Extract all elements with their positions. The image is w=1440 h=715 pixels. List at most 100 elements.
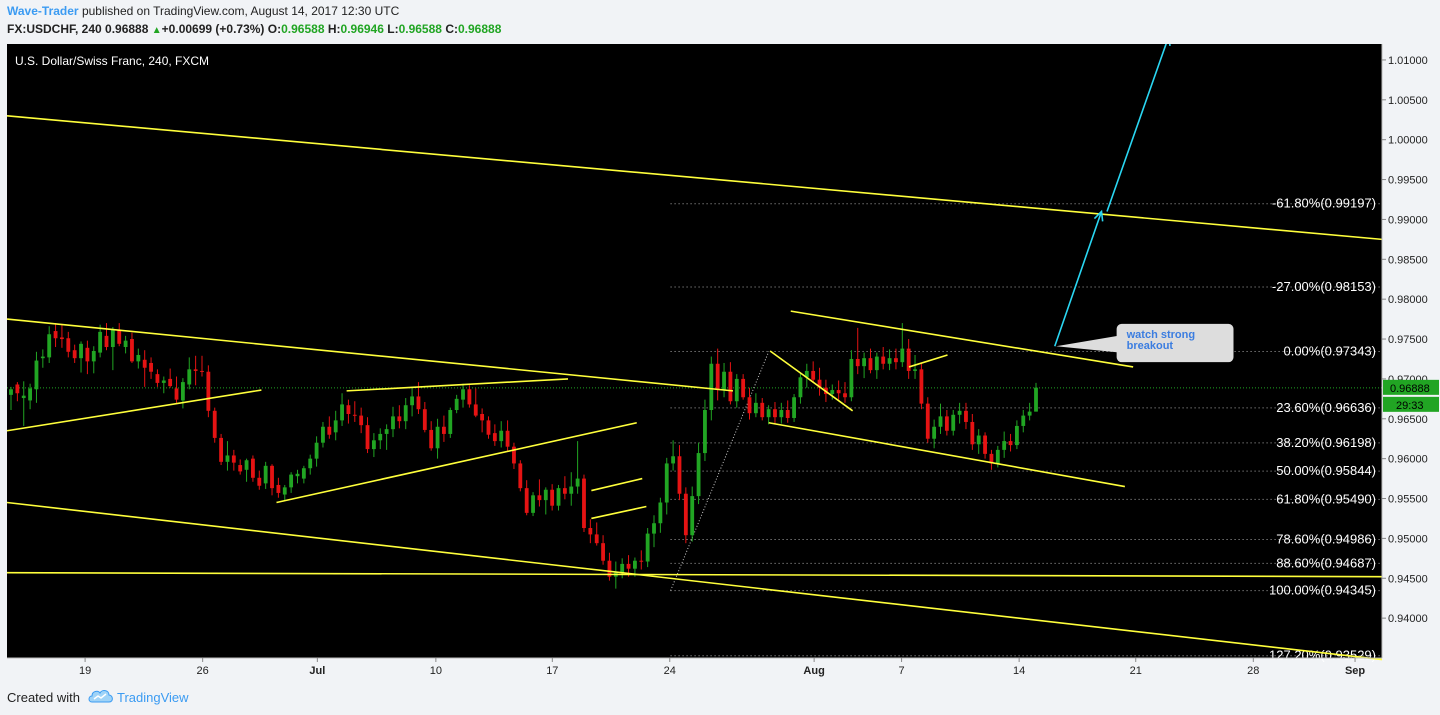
candle-body (779, 410, 784, 418)
candle-body (371, 440, 376, 450)
candle-body (1027, 411, 1032, 416)
candle-body (110, 329, 115, 348)
x-tick-label: 10 (430, 665, 442, 677)
candle-body (900, 348, 905, 363)
y-tick-label: 0.98000 (1388, 294, 1428, 306)
candle-body (569, 486, 574, 494)
last-price-tag (1383, 379, 1439, 395)
trendline (6, 318, 734, 392)
publish-line: Wave-Trader published on TradingView.com… (7, 4, 399, 18)
candle-body (416, 396, 421, 410)
candle-body (365, 425, 370, 450)
low-value: 0.96588 (398, 22, 442, 36)
fib-level-label: 88.60%(0.94687) (1276, 555, 1376, 570)
candle-body (359, 415, 364, 426)
candle-body (117, 329, 122, 344)
x-tick-label: 28 (1247, 665, 1259, 677)
candle-body (9, 389, 13, 395)
y-tick-label: 0.97500 (1388, 334, 1428, 346)
candle-body (60, 337, 64, 340)
callout-text-line: breakout (1127, 340, 1174, 352)
candle-body (550, 489, 555, 506)
candle-body (620, 563, 625, 573)
candle-body (1008, 441, 1013, 446)
candle-body (938, 416, 943, 427)
tradingview-link[interactable]: TradingView (117, 690, 189, 705)
trendlines[interactable] (6, 114, 1383, 661)
candle-body (333, 420, 338, 433)
candle-body (461, 389, 465, 400)
tradingview-cloud-icon[interactable] (88, 687, 114, 705)
fib-level-label: 100.00%(0.94345) (1269, 583, 1376, 598)
x-tick-label: 26 (197, 665, 209, 677)
candle-body (47, 334, 52, 358)
candle-body (607, 560, 612, 577)
candle-body (219, 437, 224, 462)
candle-body (932, 426, 937, 439)
candle-body (817, 379, 822, 388)
annotations: watch strong breakout (1053, 44, 1234, 363)
candle-body (983, 435, 987, 454)
author-link[interactable]: Wave-Trader (7, 4, 79, 18)
candle-body (155, 374, 160, 383)
candle-body (467, 389, 472, 405)
symbol-label: FX:USDCHF, 240 (7, 22, 102, 36)
candle-body (206, 371, 211, 411)
y-tick-label: 0.95500 (1388, 494, 1428, 506)
candle-body (98, 331, 103, 353)
candle-body (397, 416, 402, 422)
candle-body (944, 416, 949, 431)
fib-retracement-line (670, 351, 770, 591)
candle-body (28, 388, 33, 401)
candle-body (327, 426, 332, 435)
fib-level-label: 78.60%(0.94986) (1276, 532, 1376, 547)
high-label: H: (327, 22, 341, 36)
candle-body (855, 358, 860, 367)
fib-level-label: -27.00%(0.98153) (1272, 279, 1376, 294)
candle-body (766, 409, 771, 418)
candle-body (626, 563, 631, 569)
candle-body (537, 495, 542, 501)
fib-level-label: -61.80%(0.99197) (1272, 196, 1376, 211)
candle-body (690, 496, 695, 536)
candle-body (652, 523, 656, 534)
candle-body (123, 340, 128, 348)
candle-body (270, 465, 274, 489)
candle-body (193, 369, 198, 371)
candle-body (442, 426, 446, 434)
candle-body (308, 458, 313, 469)
candle-body (792, 397, 796, 418)
candle-body (225, 455, 230, 462)
candle-body (378, 433, 383, 441)
candle-body (180, 382, 185, 401)
trendline (6, 501, 1383, 661)
y-tick-label: 1.00500 (1388, 95, 1428, 107)
candle-body (843, 393, 847, 398)
candle-body (970, 421, 975, 445)
fib-level-label: 23.60%(0.96636) (1276, 400, 1376, 415)
up-arrow-icon: ▲ (151, 25, 162, 36)
candle-body (410, 396, 414, 406)
candle-body (639, 560, 644, 562)
x-tick-label: Aug (803, 665, 824, 677)
y-tick-label: 0.99500 (1388, 175, 1428, 187)
candle-body (40, 356, 45, 359)
price-axis[interactable]: 1.01000 1.00500 1.00000 0.99500 0.99000 0.985… (1382, 55, 1439, 625)
time-axis[interactable]: 19 26 Jul 10 17 24 Aug 7 14 21 28 Sep (79, 658, 1365, 677)
candle-body (1014, 425, 1019, 446)
candle-body (257, 477, 262, 486)
candle-body (34, 360, 39, 390)
candle-body (79, 343, 83, 359)
candle-body (849, 358, 854, 398)
x-tick-label: Sep (1345, 665, 1365, 677)
candle-body (346, 405, 351, 414)
candle-body (811, 370, 816, 380)
candle-body (352, 414, 357, 416)
y-tick-label: 1.01000 (1388, 55, 1428, 67)
trendline (591, 477, 643, 492)
open-value: 0.96588 (281, 22, 325, 36)
candle-body (276, 484, 281, 493)
last-price: 0.96888 (105, 22, 149, 36)
candlesticks (9, 323, 1038, 589)
price-chart[interactable]: -61.80%(0.99197) -27.00%(0.98153) 0.00%(0.… (0, 44, 1440, 680)
